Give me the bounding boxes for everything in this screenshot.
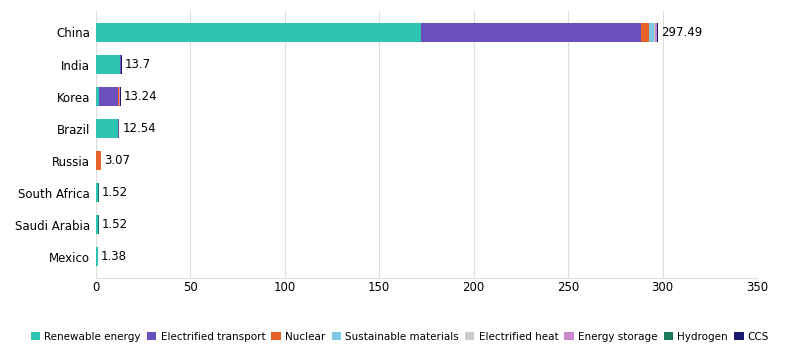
- Bar: [120, 55, 121, 74]
- Bar: [96, 23, 421, 42]
- Text: 1.38: 1.38: [101, 250, 127, 263]
- Bar: [96, 247, 98, 266]
- Text: 297.49: 297.49: [661, 26, 702, 39]
- Text: 3.07: 3.07: [104, 154, 130, 167]
- Text: 13.7: 13.7: [124, 58, 151, 71]
- Text: 12.54: 12.54: [122, 122, 155, 135]
- Bar: [421, 23, 641, 42]
- Bar: [96, 55, 120, 74]
- Bar: [654, 23, 655, 42]
- Bar: [96, 215, 98, 234]
- Text: 1.52: 1.52: [101, 186, 128, 199]
- Bar: [118, 87, 119, 106]
- Legend: Renewable energy, Electrified transport, Nuclear, Sustainable materials, Electri: Renewable energy, Electrified transport,…: [31, 332, 769, 342]
- Bar: [641, 23, 650, 42]
- Bar: [96, 87, 100, 106]
- Bar: [650, 23, 654, 42]
- Text: 13.24: 13.24: [124, 90, 157, 103]
- Bar: [100, 87, 118, 106]
- Bar: [96, 151, 101, 170]
- Bar: [96, 183, 98, 202]
- Bar: [96, 119, 118, 138]
- Text: 1.52: 1.52: [101, 218, 128, 231]
- Bar: [655, 23, 657, 42]
